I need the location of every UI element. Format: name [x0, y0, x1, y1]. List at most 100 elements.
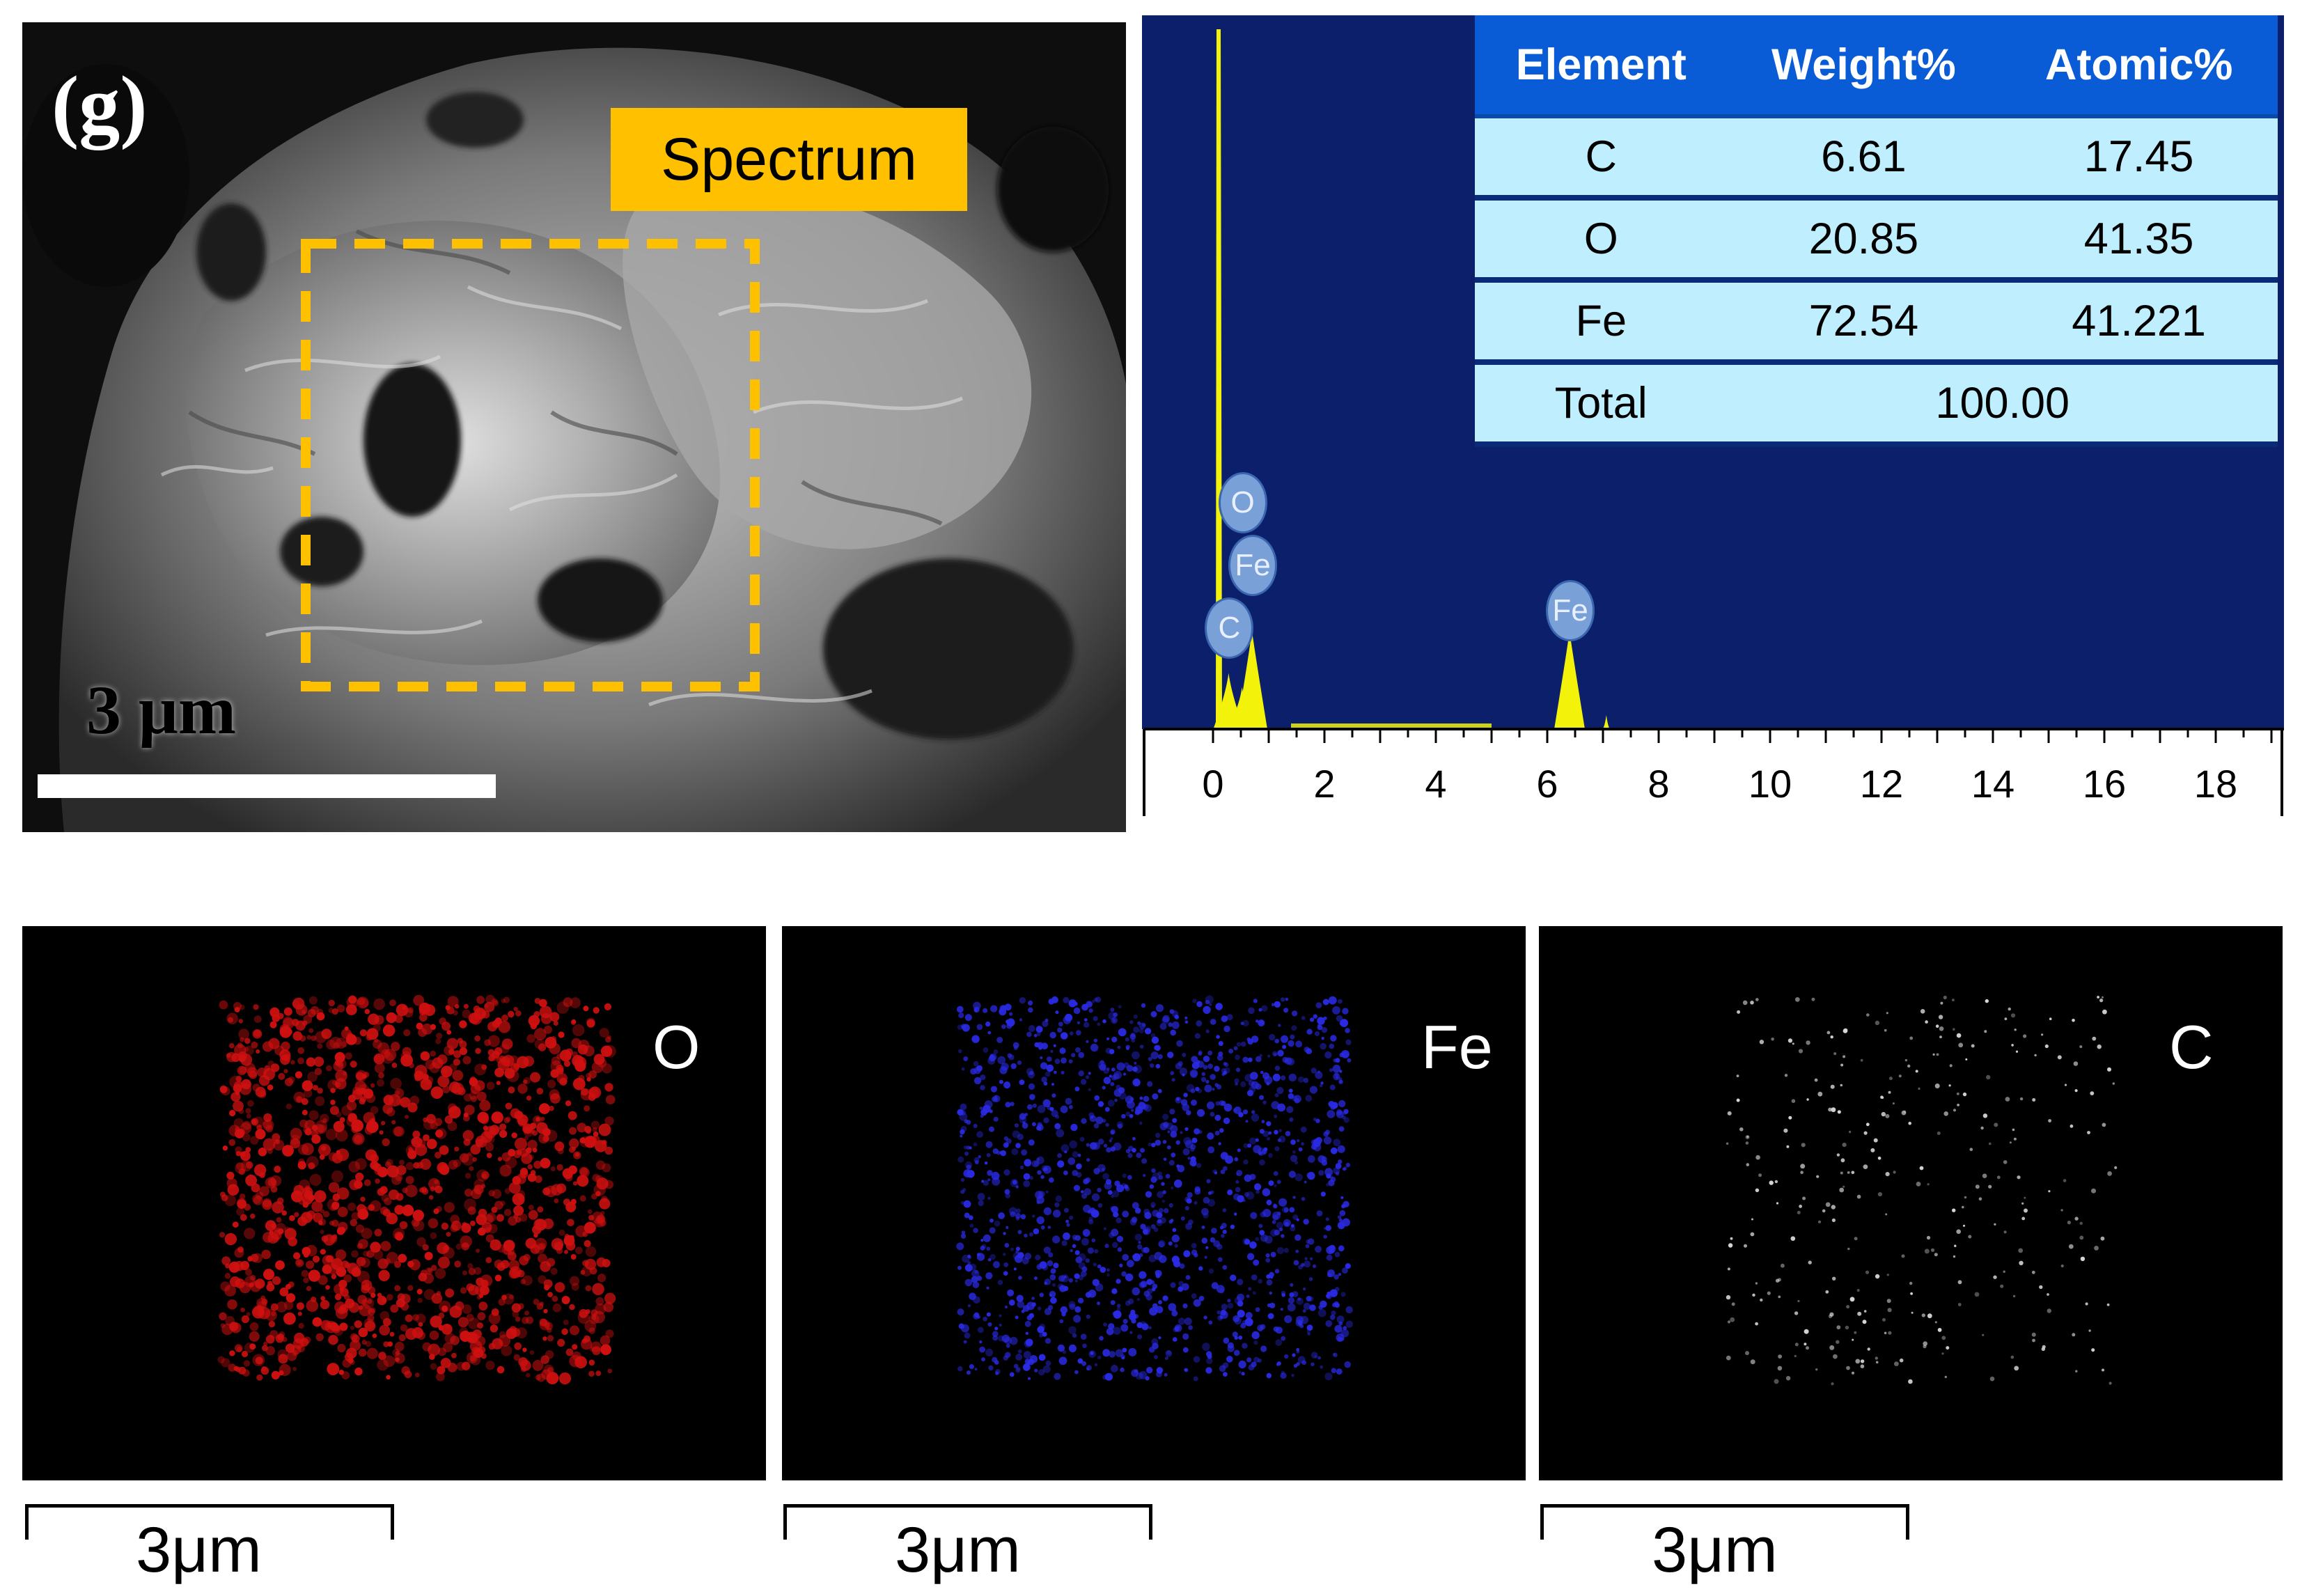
map-dot	[1849, 1297, 1855, 1302]
map-dot	[1255, 1056, 1262, 1063]
map-dot	[1230, 1274, 1237, 1281]
map-dot	[1984, 1030, 1987, 1033]
map-dot	[481, 1173, 487, 1179]
map-dot	[1204, 1084, 1212, 1093]
map-dot	[1954, 1244, 1957, 1247]
map-dot	[1031, 1160, 1039, 1168]
map-dot	[1888, 1331, 1892, 1335]
map-dot	[1988, 1184, 1992, 1189]
map-dot	[283, 1069, 288, 1074]
map-dot	[1173, 1179, 1182, 1188]
map-dot	[1259, 1159, 1265, 1166]
map-dot	[1986, 1074, 1991, 1080]
map-dot	[297, 1260, 304, 1267]
map-dot	[1184, 1368, 1189, 1372]
map-dot	[234, 1248, 244, 1258]
map-dot	[1040, 1175, 1045, 1180]
map-dot	[441, 1222, 449, 1230]
map-dot	[444, 1045, 455, 1056]
map-dot	[1806, 1040, 1810, 1045]
map-dot	[1036, 1264, 1042, 1270]
map-dot	[1114, 1098, 1118, 1102]
map-dot	[462, 1129, 474, 1141]
map-dot	[544, 1025, 552, 1034]
map-dot	[1174, 1244, 1178, 1248]
map-dot	[244, 1038, 251, 1045]
map-dot	[477, 1312, 486, 1321]
map-dot	[435, 1129, 444, 1138]
map-dot	[1078, 1051, 1085, 1058]
map-dot	[1944, 1375, 1947, 1379]
map-dot	[593, 1007, 600, 1014]
map-dot	[1132, 1051, 1140, 1060]
map-dot	[1182, 1333, 1189, 1340]
map-dot	[1760, 1298, 1763, 1302]
map-dot	[299, 1035, 306, 1042]
map-dot	[1092, 1142, 1100, 1150]
map-dot	[1164, 1356, 1168, 1361]
map-dot	[1049, 1274, 1056, 1281]
map-dot	[469, 1220, 476, 1226]
map-dot	[1280, 997, 1285, 1002]
map-dot	[958, 1049, 962, 1054]
map-dot	[485, 1142, 494, 1152]
map-dot	[477, 1111, 489, 1123]
map-dot	[1831, 1107, 1836, 1113]
map-dot	[1139, 1028, 1144, 1034]
map-dot	[1072, 1333, 1077, 1338]
map-dot	[1116, 1184, 1125, 1193]
map-dot	[1238, 1336, 1243, 1340]
map-dot	[1266, 1199, 1272, 1205]
map-dot	[572, 1344, 578, 1350]
map-dot	[1203, 1006, 1211, 1014]
map-dot	[1042, 1165, 1051, 1174]
map-dot	[423, 1117, 428, 1122]
map-dot	[377, 1079, 384, 1087]
map-dot	[1094, 1363, 1098, 1367]
map-dot	[1086, 1001, 1092, 1007]
map-dot	[960, 1125, 967, 1132]
map-dot	[1055, 1010, 1059, 1015]
map-dot	[488, 1189, 495, 1197]
map-dot	[318, 1220, 323, 1226]
map-dot	[1020, 1214, 1026, 1220]
map-dot	[1047, 1105, 1051, 1110]
map-dot	[1338, 1159, 1343, 1164]
map-dot	[593, 1131, 599, 1137]
map-dot	[1274, 1065, 1281, 1071]
map-dot	[2079, 1045, 2083, 1049]
map-dot	[2094, 1246, 2099, 1251]
map-dot	[1920, 1009, 1925, 1014]
map-dot	[1023, 1351, 1031, 1359]
map-dot	[468, 1267, 476, 1276]
map-dot	[585, 1246, 597, 1257]
map-dot	[1024, 1159, 1032, 1167]
map-dot	[269, 1021, 277, 1028]
map-dot	[1145, 1191, 1152, 1198]
map-dot	[1257, 1148, 1266, 1156]
map-dot	[255, 1129, 266, 1140]
map-dot	[1750, 1232, 1755, 1237]
map-dot	[1301, 1016, 1306, 1020]
map-dot	[1860, 1058, 1863, 1062]
map-dot	[1259, 1054, 1262, 1057]
map-dot	[1074, 1250, 1080, 1255]
map-dot	[1048, 1177, 1054, 1183]
map-dot	[997, 1056, 1006, 1065]
map-dot	[1039, 1323, 1046, 1330]
map-dot	[1276, 1221, 1283, 1229]
map-dot	[1093, 1038, 1098, 1043]
map-dot	[265, 1125, 274, 1133]
map-dot	[1270, 1251, 1276, 1258]
map-dot	[488, 1312, 501, 1324]
map-dot	[577, 1175, 589, 1187]
map-dot	[1163, 1157, 1167, 1161]
map-dot	[1269, 1302, 1276, 1308]
map-dot	[1218, 1142, 1221, 1145]
map-dot	[453, 1058, 461, 1066]
map-dot	[528, 1205, 534, 1210]
map-dot	[1031, 1122, 1036, 1127]
map-dot	[457, 1317, 469, 1328]
map-dot	[1110, 1206, 1114, 1210]
map-dot	[551, 1184, 563, 1196]
